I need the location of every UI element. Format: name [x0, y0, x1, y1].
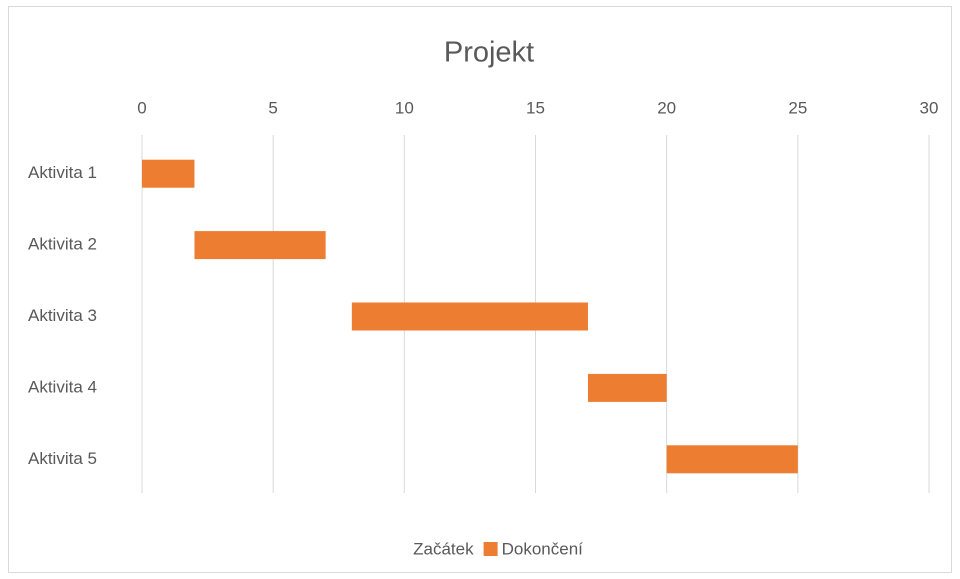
y-tick-label: Aktivita 1 [28, 163, 97, 182]
bar [351, 302, 588, 331]
legend-swatch [483, 542, 498, 556]
bar [666, 445, 798, 474]
x-tick-label: 0 [137, 98, 146, 117]
x-tick-label: 15 [526, 98, 545, 117]
legend-label: Dokončení [502, 539, 584, 558]
x-tick-label: 25 [788, 98, 807, 117]
chart-title: Projekt [444, 37, 534, 69]
bar [194, 231, 326, 260]
x-tick-label: 5 [268, 98, 277, 117]
y-tick-label: Aktivita 2 [28, 235, 97, 254]
y-tick-label: Aktivita 3 [28, 306, 97, 325]
bar [587, 373, 667, 402]
y-tick-label: Aktivita 5 [28, 449, 97, 468]
x-tick-label: 30 [920, 98, 939, 117]
legend-label: Začátek [413, 539, 474, 558]
x-tick-label: 10 [395, 98, 414, 117]
y-tick-label: Aktivita 4 [28, 377, 97, 396]
chart-border [8, 6, 952, 573]
bar [142, 159, 195, 188]
x-tick-label: 20 [657, 98, 676, 117]
